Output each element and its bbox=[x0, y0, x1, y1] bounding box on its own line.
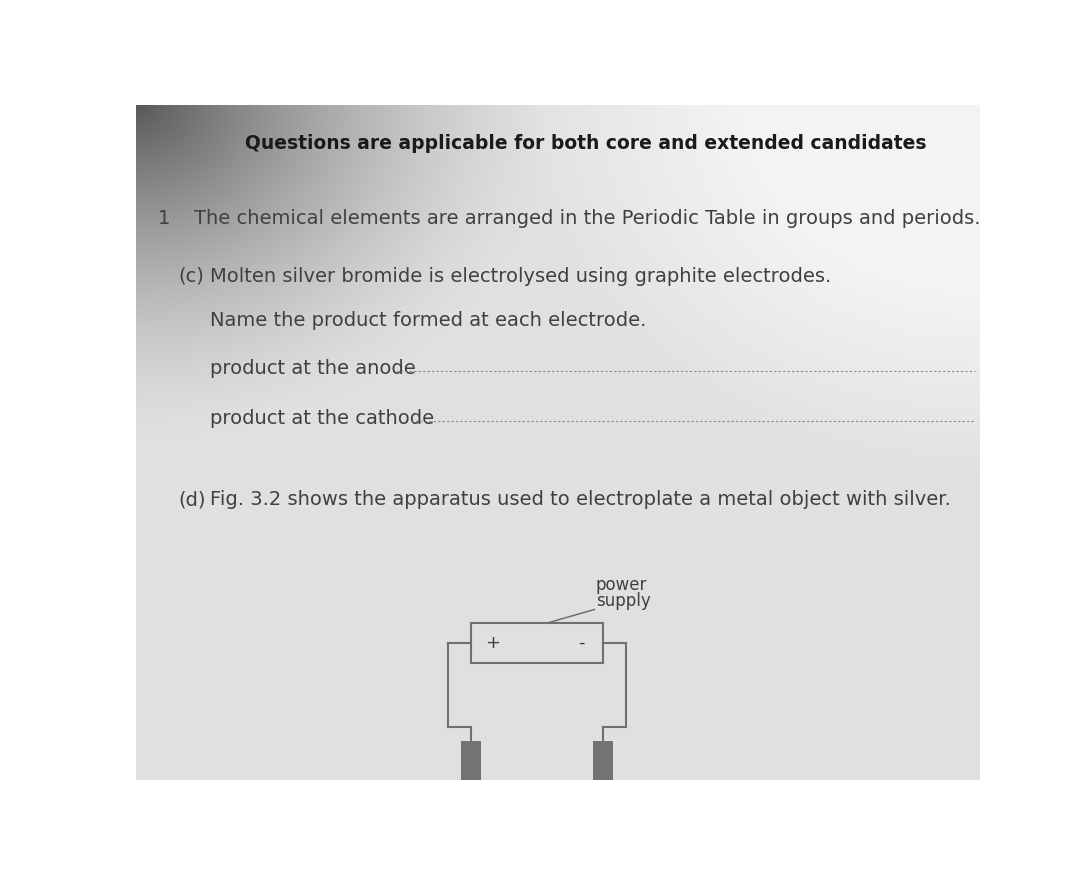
Text: -: - bbox=[578, 633, 584, 652]
Text: product at the anode: product at the anode bbox=[210, 359, 416, 378]
Text: The chemical elements are arranged in the Periodic Table in groups and periods.: The chemical elements are arranged in th… bbox=[194, 209, 981, 228]
Text: (d): (d) bbox=[179, 490, 206, 509]
Text: +: + bbox=[485, 633, 500, 652]
Bar bbox=[470, 623, 602, 662]
Text: product at the cathode: product at the cathode bbox=[210, 409, 433, 428]
Text: Name the product formed at each electrode.: Name the product formed at each electrod… bbox=[210, 312, 646, 330]
Text: Fig. 3.2 shows the apparatus used to electroplate a metal object with silver.: Fig. 3.2 shows the apparatus used to ele… bbox=[210, 490, 951, 509]
Bar bbox=[461, 741, 481, 794]
Text: Questions are applicable for both core and extended candidates: Questions are applicable for both core a… bbox=[245, 134, 927, 153]
Text: Molten silver bromide is electrolysed using graphite electrodes.: Molten silver bromide is electrolysed us… bbox=[210, 267, 831, 286]
Text: 1: 1 bbox=[158, 209, 170, 228]
Bar bbox=[592, 741, 613, 794]
Text: supply: supply bbox=[596, 592, 650, 610]
Text: (c): (c) bbox=[179, 267, 205, 286]
Text: power: power bbox=[596, 576, 647, 594]
